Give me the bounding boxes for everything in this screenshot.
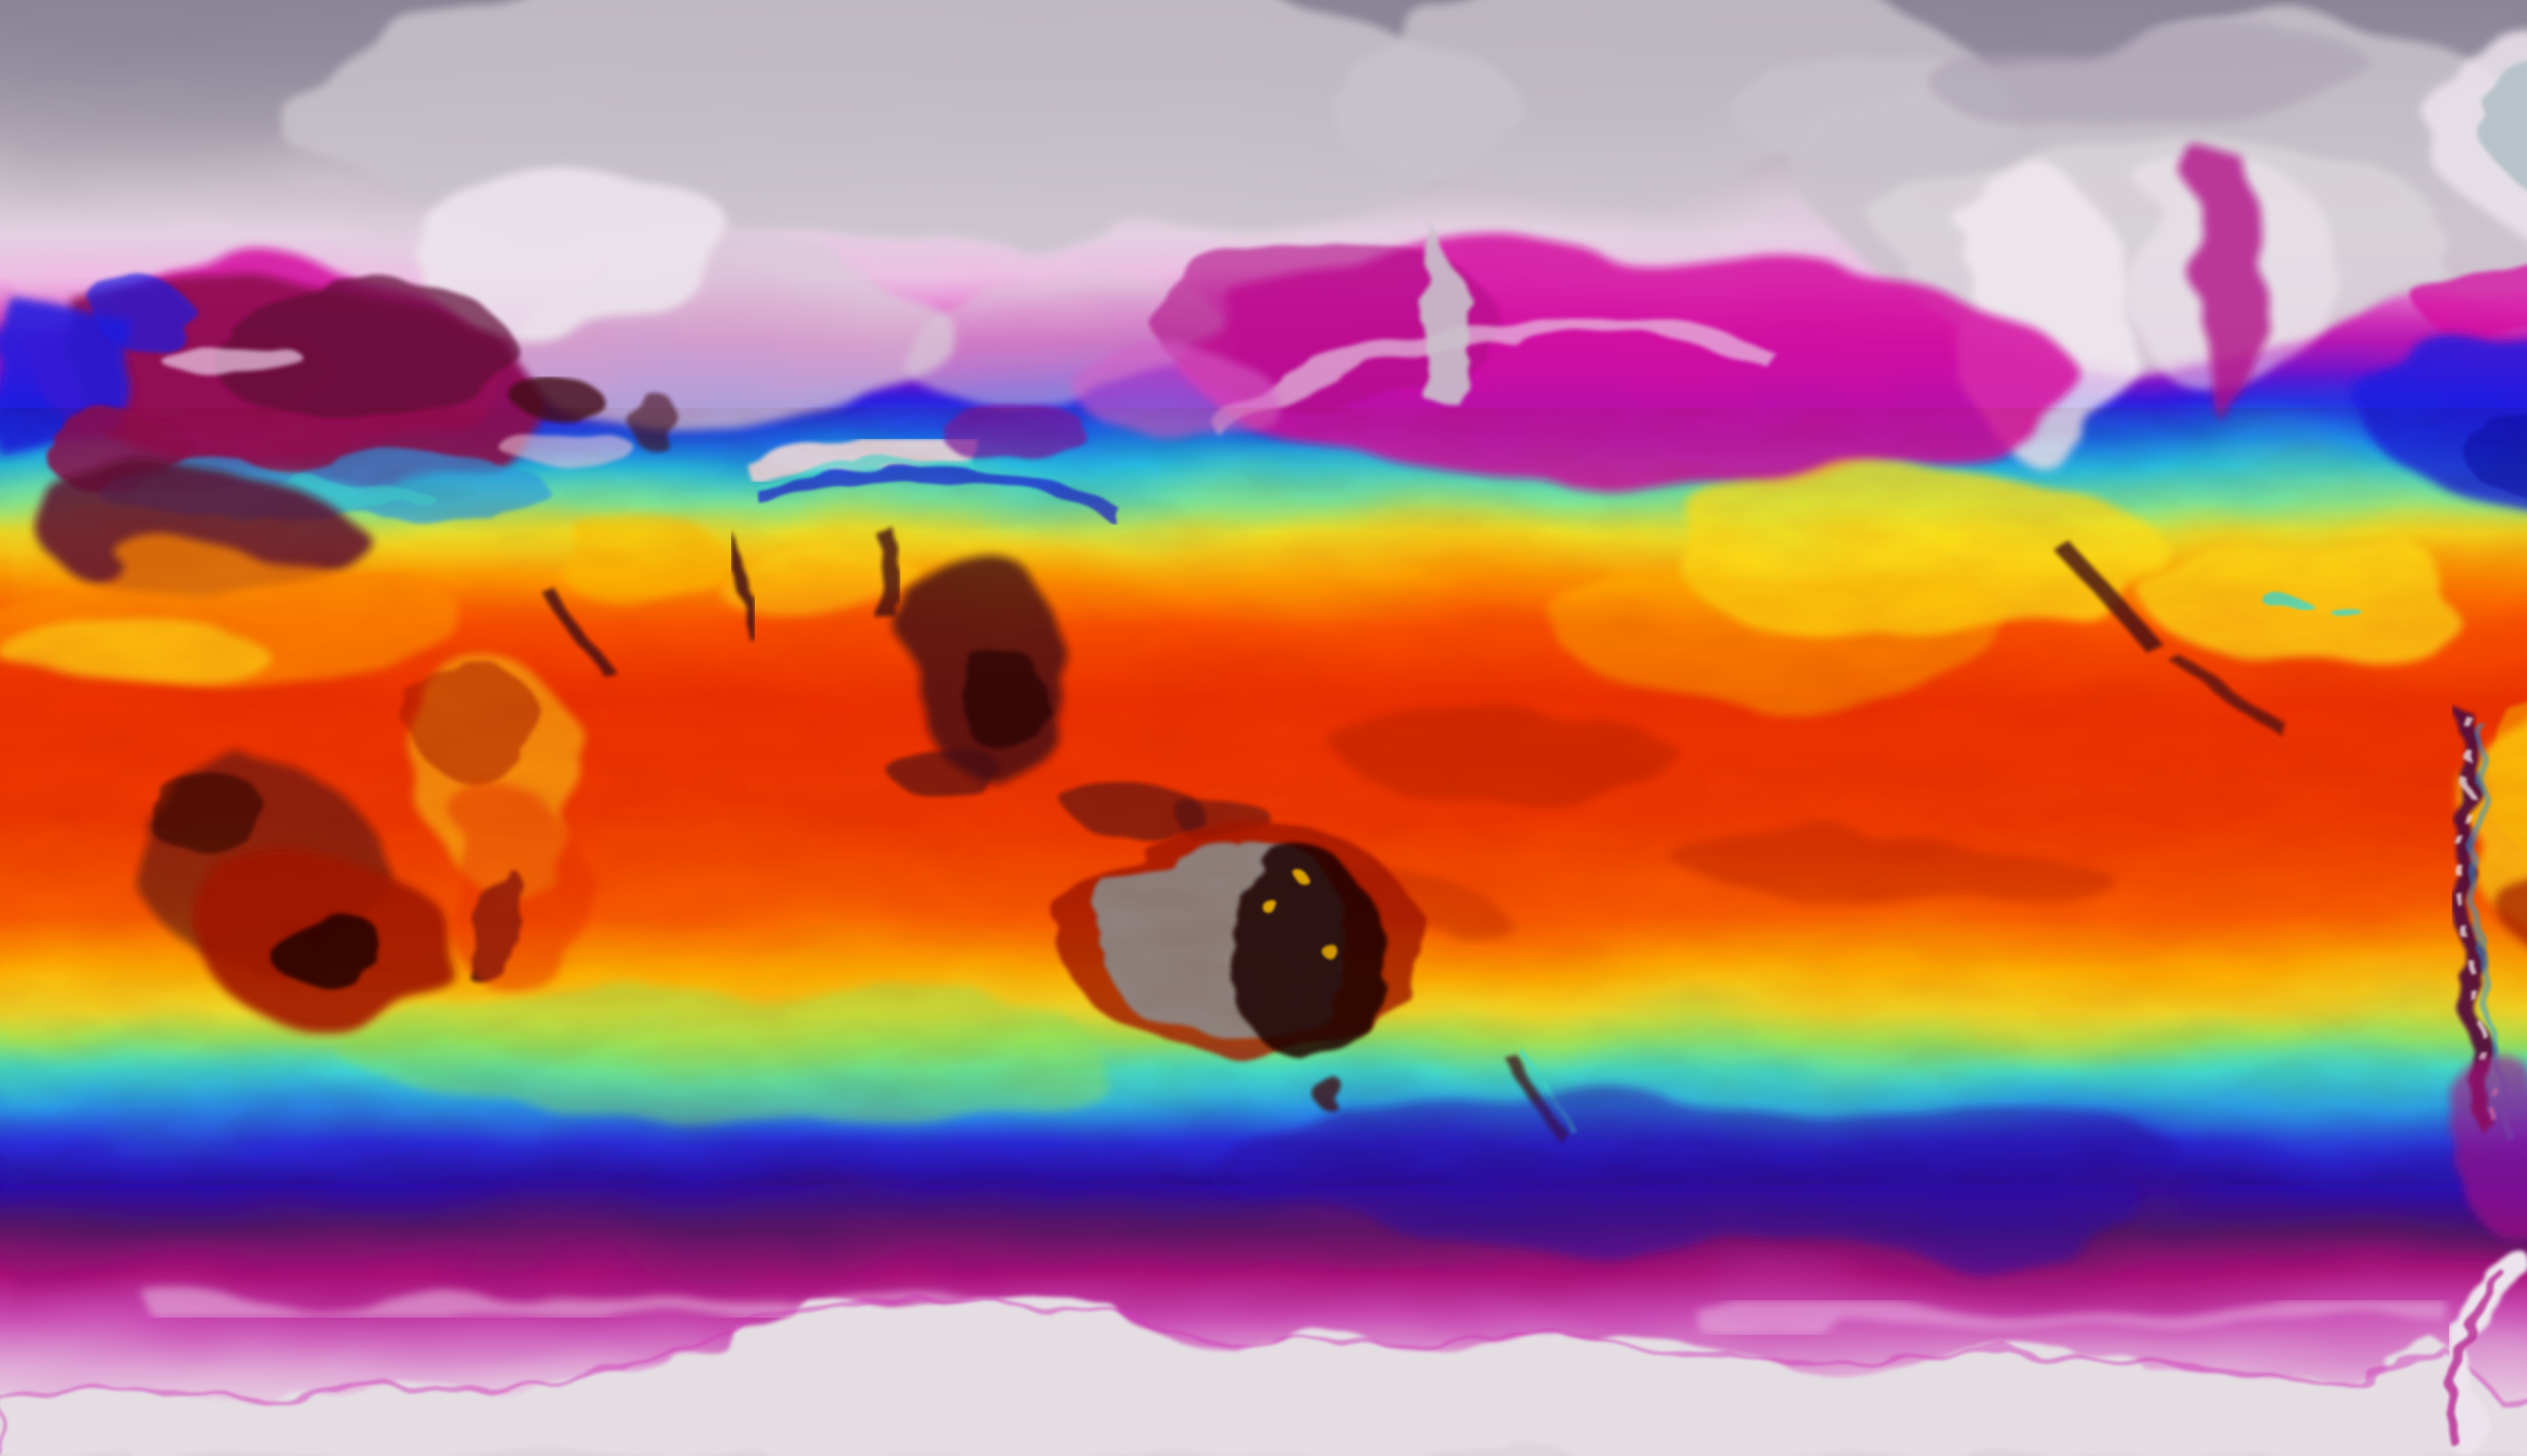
world-heatmap-svg <box>0 0 2527 1456</box>
alps-snow-ridge <box>156 339 300 369</box>
map-layers <box>0 0 2527 1456</box>
tropical-turbulence-texture <box>0 408 2527 1185</box>
north-sea-cold <box>95 278 190 347</box>
arctic-islands <box>1914 10 2369 123</box>
climate-map-screenshot <box>0 0 2527 1456</box>
